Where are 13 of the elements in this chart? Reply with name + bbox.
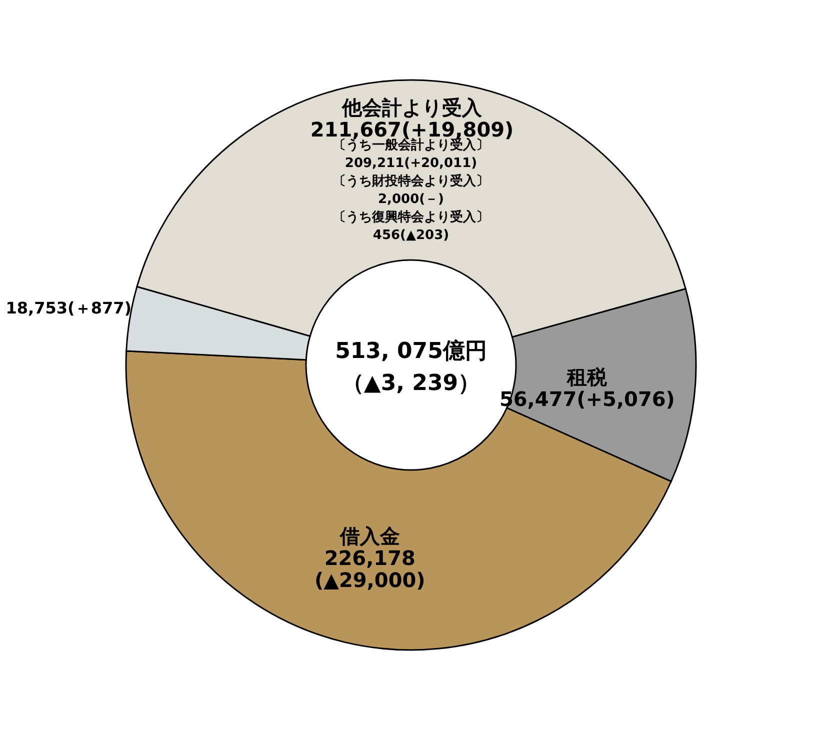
- data-label: 18,753(＋877): [6, 298, 132, 318]
- slice-label: 借入金: [338, 524, 400, 548]
- text: 〔うち復興特会より受入〕: [333, 209, 489, 225]
- text: 〔うち一般会計より受入〕: [333, 137, 489, 153]
- text: 〔うち財投特会より受入〕: [333, 173, 489, 189]
- data-label: 226,178 (▲29,000): [314, 546, 426, 592]
- text: 513, 075億円: [335, 339, 487, 364]
- slice-label: 租税: [566, 365, 608, 390]
- text: 456(▲203): [372, 228, 450, 243]
- text: 2,000(－): [378, 192, 444, 207]
- text: 209,211(+20,011): [344, 156, 478, 171]
- text: （▲3, 239）: [342, 371, 480, 396]
- slice-label: 他会計より受入: [341, 96, 484, 120]
